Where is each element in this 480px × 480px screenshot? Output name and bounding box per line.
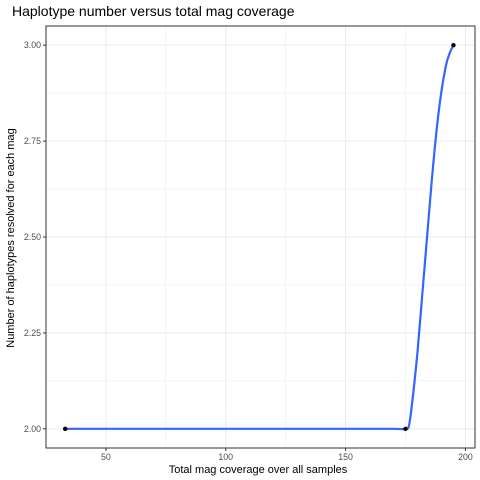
series-layer	[65, 44, 455, 431]
data-point	[62, 426, 68, 432]
y-tick-label: 2.50	[24, 232, 41, 242]
smooth-fit-line	[65, 44, 455, 431]
x-axis-title: Total mag coverage over all samples	[169, 464, 348, 476]
points-layer	[62, 42, 456, 432]
data-point	[451, 42, 456, 48]
y-tick-label: 3.00	[24, 40, 41, 50]
y-axis-title: Number of haplotypes resolved for each m…	[5, 128, 17, 348]
x-tick-label: 200	[458, 452, 473, 462]
x-tick-label: 100	[218, 452, 233, 462]
x-tick-label: 50	[101, 452, 111, 462]
y-tick-label: 2.00	[24, 424, 41, 434]
y-axis: 2.00 2.25 2.50 2.75 3.00	[24, 40, 46, 434]
x-axis: 50 100 150 200	[101, 448, 473, 462]
y-tick-label: 2.25	[24, 328, 41, 338]
chart-title: Haplotype number versus total mag covera…	[12, 3, 295, 19]
y-tick-label: 2.75	[24, 136, 41, 146]
x-tick-label: 150	[338, 452, 353, 462]
data-point	[403, 426, 408, 432]
